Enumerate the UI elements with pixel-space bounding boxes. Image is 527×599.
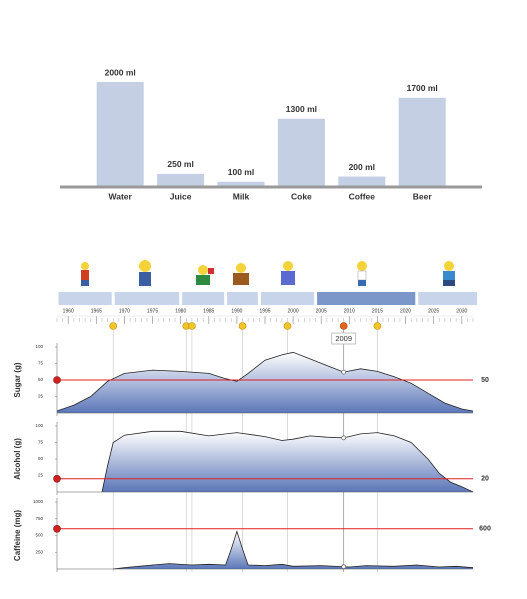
threshold-handle[interactable] — [53, 474, 61, 483]
category-label: Beer — [413, 191, 433, 201]
bar — [96, 82, 144, 187]
y-tick-label: 100 — [35, 423, 43, 428]
selected-box — [331, 332, 357, 345]
y-tick-label: 75 — [38, 440, 44, 445]
y-axis-title: Caffeine (mg) — [13, 510, 22, 561]
area-line — [56, 351, 474, 412]
area-line — [101, 430, 474, 493]
era-band[interactable] — [114, 292, 180, 305]
era-band[interactable] — [182, 292, 225, 305]
y-axis-title: Alcohol (g) — [13, 438, 22, 480]
x-tick-label: 1985 — [203, 308, 214, 314]
value-label: 1300 ml — [286, 104, 317, 114]
x-tick-label: 2015 — [372, 308, 383, 314]
y-tick-label: 50 — [38, 456, 44, 461]
x-tick-label: 2030 — [456, 308, 467, 314]
x-tick-label: 2005 — [316, 308, 327, 314]
era-band[interactable] — [317, 292, 416, 305]
category-label: Coffee — [349, 191, 376, 201]
x-tick-label: 2025 — [428, 308, 439, 314]
x-tick-label: 1980 — [175, 308, 186, 314]
x-tick-label: 1970 — [119, 308, 130, 314]
y-tick-label: 250 — [35, 549, 43, 554]
year-marker[interactable] — [283, 322, 292, 330]
x-tick-label: 2010 — [344, 308, 355, 314]
area-fill — [113, 531, 473, 569]
era-band[interactable] — [418, 292, 478, 305]
y-tick-label: 75 — [38, 361, 44, 366]
era-band[interactable] — [58, 292, 112, 305]
x-tick-label: 1965 — [91, 308, 102, 314]
bar — [338, 176, 386, 187]
value-label: 2000 ml — [105, 67, 136, 77]
category-label: Coke — [291, 191, 312, 201]
year-marker[interactable] — [109, 322, 118, 330]
selection-point — [341, 435, 347, 441]
y-tick-label: 1000 — [33, 499, 44, 504]
y-tick-label: 25 — [38, 473, 44, 478]
value-label: 100 ml — [228, 167, 254, 177]
y-tick-label: 50 — [38, 377, 44, 382]
selection-point — [341, 369, 347, 375]
x-tick-label: 2000 — [288, 308, 299, 314]
threshold-handle[interactable] — [53, 524, 61, 533]
threshold-label: 50 — [481, 377, 489, 384]
category-label: Milk — [233, 191, 250, 201]
year-marker[interactable] — [238, 322, 247, 330]
x-tick-label: 1960 — [63, 308, 74, 314]
selection-point — [341, 564, 347, 570]
area-line — [113, 530, 474, 570]
threshold-handle[interactable] — [53, 376, 61, 384]
threshold-label: 20 — [481, 476, 489, 483]
threshold-label: 600 — [479, 526, 491, 533]
era-band[interactable] — [227, 292, 258, 305]
year-marker[interactable] — [339, 322, 348, 330]
y-axis-title: Sugar (g) — [13, 362, 22, 397]
bar — [398, 97, 446, 187]
year-marker[interactable] — [188, 322, 196, 330]
y-tick-label: 750 — [35, 516, 43, 521]
value-label: 1700 ml — [407, 83, 438, 93]
bar — [217, 181, 265, 187]
bar — [157, 173, 205, 187]
year-marker[interactable] — [373, 322, 382, 330]
x-tick-label: 1990 — [231, 308, 242, 314]
bar — [277, 118, 325, 187]
value-label: 200 ml — [349, 162, 375, 172]
y-tick-label: 25 — [38, 394, 44, 399]
category-label: Juice — [170, 191, 192, 201]
era-band[interactable] — [260, 292, 315, 305]
x-tick-label: 1975 — [147, 308, 158, 314]
y-tick-label: 500 — [35, 533, 43, 538]
x-tick-label: 1995 — [259, 308, 270, 314]
area-fill — [57, 352, 473, 413]
x-tick-label: 2020 — [400, 308, 411, 314]
selected-year: 2009 — [335, 334, 352, 343]
category-label: Water — [109, 191, 133, 201]
y-tick-label: 100 — [35, 344, 43, 349]
value-label: 250 ml — [167, 159, 193, 169]
area-fill — [101, 431, 474, 492]
characters — [81, 260, 455, 286]
